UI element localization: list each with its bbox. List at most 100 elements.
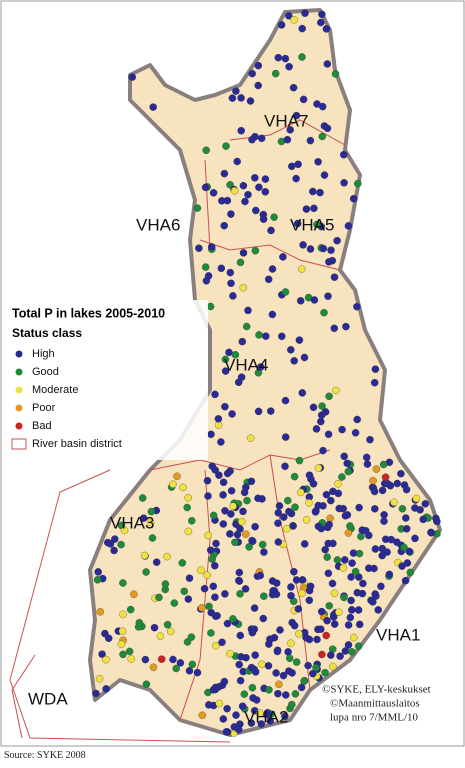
credit: ©Maanmittauslaitos [330, 698, 420, 710]
lake-point [250, 604, 259, 612]
lake-point [146, 518, 155, 527]
lake-point [374, 606, 382, 614]
lake-point [152, 558, 161, 566]
lake-point [256, 709, 264, 717]
lake-point [233, 157, 241, 166]
lake-point [117, 540, 125, 549]
lake-point [295, 630, 303, 638]
lake-point [302, 633, 310, 642]
lake-point [326, 514, 334, 523]
lake-point [142, 680, 151, 688]
lake-point [230, 723, 239, 731]
lake-point [335, 504, 343, 513]
lake-point [329, 662, 337, 671]
lake-point [268, 310, 277, 319]
lake-point [193, 668, 202, 677]
legend-swatch [15, 350, 23, 358]
lake-point [285, 507, 293, 516]
region-label: VHA2 [244, 707, 288, 726]
lake-point [244, 306, 252, 315]
credit: lupa nro 7/MML/10 [330, 712, 418, 724]
lake-point [225, 348, 233, 357]
lake-point [125, 647, 134, 656]
lake-point [229, 292, 237, 300]
lake-point [242, 322, 251, 331]
lake-point [241, 585, 250, 593]
lake-point [353, 588, 362, 597]
lake-point [215, 699, 224, 708]
lake-point [273, 647, 282, 656]
lake-point [285, 12, 293, 20]
lake-point [211, 390, 219, 399]
lake-point [227, 487, 236, 495]
lake-point [238, 702, 247, 710]
lake-point [318, 402, 326, 410]
lake-point [398, 505, 407, 513]
lake-point [293, 219, 302, 228]
lake-point [251, 246, 260, 255]
lake-point [126, 605, 135, 614]
lake-point [156, 632, 165, 640]
lake-point [203, 571, 211, 579]
lake-point [188, 660, 197, 669]
lake-point [312, 425, 321, 433]
lake-point [380, 511, 388, 519]
lake-point [321, 668, 329, 677]
lake-point [290, 357, 298, 365]
lake-point [93, 576, 102, 584]
lake-point [419, 515, 427, 524]
lake-point [316, 188, 324, 197]
lake-point [290, 16, 298, 24]
lake-point [198, 604, 206, 612]
lake-point [102, 655, 110, 664]
lake-point [202, 146, 210, 155]
lake-point [185, 574, 194, 582]
lake-point [363, 460, 372, 468]
lake-point [259, 614, 268, 623]
lake-point [257, 720, 266, 728]
lake-point [290, 472, 299, 481]
lake-point [294, 160, 302, 169]
lake-point [344, 529, 353, 537]
lake-point [318, 132, 327, 141]
lake-point [342, 322, 350, 331]
lake-point [219, 491, 227, 499]
lake-point [229, 502, 237, 510]
lake-point [289, 522, 297, 530]
lake-point [221, 590, 229, 598]
lake-point [232, 87, 240, 95]
lake-point [92, 689, 100, 698]
lake-point [236, 676, 245, 685]
lake-point [111, 535, 119, 543]
lake-point [371, 505, 379, 513]
lake-point [270, 587, 279, 595]
region-label: WDA [28, 689, 68, 708]
lake-point [240, 690, 249, 698]
lake-point [312, 663, 320, 672]
lake-point [347, 596, 355, 605]
lake-point [281, 433, 290, 441]
lake-point [288, 700, 296, 709]
lake-point [233, 530, 242, 539]
lake-point [398, 562, 406, 570]
lake-point [212, 641, 220, 650]
lake-point [270, 213, 278, 221]
lake-point [278, 332, 286, 341]
lake-point [310, 204, 318, 213]
lake-point [305, 596, 314, 605]
lake-point [290, 567, 298, 576]
lake-point [296, 488, 305, 497]
lake-point [309, 403, 318, 412]
lake-point [344, 621, 353, 629]
lake-point [206, 546, 215, 554]
lake-point [350, 633, 358, 642]
lake-point [201, 183, 210, 192]
lake-point [332, 386, 340, 395]
lake-point [217, 438, 225, 446]
lake-point [400, 543, 408, 552]
lake-point [220, 169, 229, 178]
lake-point [236, 631, 245, 640]
lake-point [311, 508, 320, 516]
lake-point [241, 197, 249, 206]
lake-point [292, 658, 301, 666]
